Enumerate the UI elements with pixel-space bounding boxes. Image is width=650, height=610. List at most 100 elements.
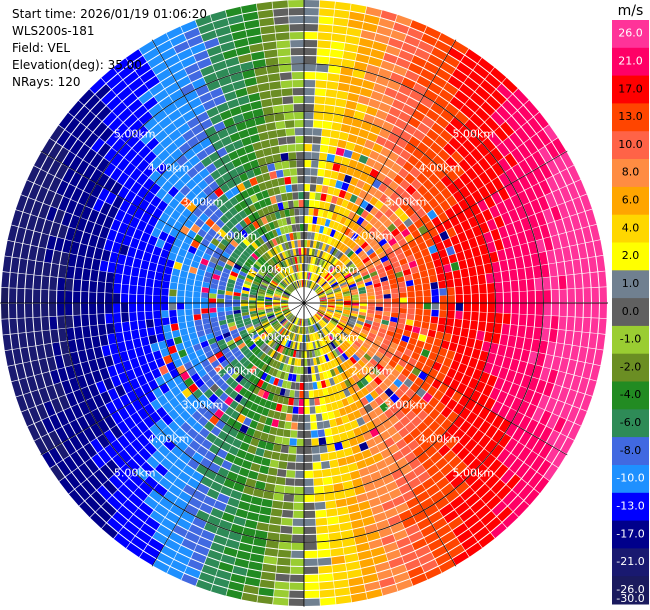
radar-bin (298, 248, 302, 256)
radar-bin (348, 376, 356, 386)
radar-bin (269, 350, 276, 358)
radar-bin (331, 475, 342, 484)
radar-bin (446, 398, 458, 411)
radar-bin (413, 464, 426, 477)
radar-bin (208, 133, 221, 144)
radar-bin (518, 484, 534, 500)
radar-bin (560, 437, 574, 454)
radar-bin (237, 365, 246, 374)
radar-bin (476, 143, 490, 157)
radar-bin (200, 118, 213, 130)
radar-bin (384, 507, 398, 519)
radar-bin (183, 148, 196, 160)
radar-bin (63, 456, 78, 472)
radar-bin (7, 225, 18, 242)
radar-bin (489, 251, 499, 263)
radar-bin (243, 380, 252, 390)
radar-bin (317, 311, 324, 316)
radar-bin (217, 165, 228, 176)
radar-bin (329, 266, 336, 274)
radar-bin (246, 427, 256, 437)
radar-bin (520, 243, 530, 256)
radar-bin (430, 316, 439, 324)
radar-bin (439, 310, 447, 318)
radar-bin (312, 216, 318, 224)
radar-bin (468, 458, 482, 472)
radar-bin (327, 411, 335, 420)
radar-bin (360, 209, 370, 219)
radar-bin (266, 311, 274, 316)
radar-bin (125, 49, 143, 64)
radar-bin (257, 307, 265, 311)
radar-bin (151, 368, 162, 379)
radar-bin (275, 227, 282, 236)
radar-bin (169, 397, 180, 409)
radar-bin (294, 342, 298, 350)
radar-bin (375, 109, 388, 121)
radar-bin (448, 516, 464, 530)
radar-bin (326, 211, 334, 220)
radar-bin (244, 338, 253, 345)
radar-bin (559, 186, 572, 203)
radar-bin (438, 317, 447, 326)
radar-bin (512, 412, 525, 427)
radar-bin (524, 229, 535, 243)
radar-bin (331, 33, 346, 43)
radar-bin (185, 309, 193, 316)
ring-label: 3.00km (385, 399, 427, 412)
radar-bin (435, 241, 445, 252)
radar-bin (330, 467, 341, 476)
radar-bin (201, 313, 210, 320)
radar-bin (483, 362, 494, 374)
radar-bin (209, 293, 217, 299)
radar-bin (158, 256, 167, 266)
radar-bin (394, 118, 408, 130)
radar-bin (159, 383, 170, 394)
radar-bin (479, 468, 494, 483)
radar-bin (269, 516, 282, 525)
radar-bin (455, 294, 463, 303)
radar-bin (534, 112, 549, 129)
radar-bin (260, 571, 276, 581)
radar-bin (265, 306, 273, 310)
radar-bin (28, 346, 38, 361)
radar-bin (423, 289, 431, 297)
radar-bin (374, 33, 390, 45)
radar-bin (519, 303, 527, 315)
radar-bin (262, 172, 271, 182)
radar-bin (459, 83, 475, 98)
radar-bin (261, 33, 276, 43)
radar-bin (109, 343, 119, 355)
radar-bin (218, 75, 232, 87)
radar-bin (275, 361, 282, 370)
radar-bin (266, 313, 275, 317)
radar-bin (320, 380, 327, 389)
radar-bin (221, 224, 231, 234)
radar-bin (163, 241, 173, 252)
radar-bin (349, 194, 358, 204)
radar-bin (53, 209, 65, 224)
radar-bin (470, 92, 485, 107)
radar-bin (340, 381, 348, 390)
radar-bin (328, 301, 335, 303)
ring-label: 4.00km (419, 162, 461, 175)
radar-bin (304, 358, 308, 366)
radar-bin (140, 260, 150, 270)
radar-bin (547, 369, 558, 384)
radar-bin (336, 252, 344, 260)
radar-bin (211, 223, 221, 233)
radar-bin (238, 53, 252, 64)
radar-bin (368, 410, 378, 420)
radar-bin (267, 338, 274, 346)
radar-bin (257, 258, 265, 266)
radar-bin (453, 131, 467, 145)
radar-bin (377, 372, 387, 382)
radar-bin (280, 337, 286, 345)
radar-bin (306, 240, 311, 248)
radar-bin (273, 304, 281, 307)
radar-bin (296, 454, 304, 462)
radar-bin (454, 318, 463, 328)
radar-bin (345, 141, 356, 151)
radar-bin (150, 342, 160, 353)
radar-bin (326, 310, 334, 314)
